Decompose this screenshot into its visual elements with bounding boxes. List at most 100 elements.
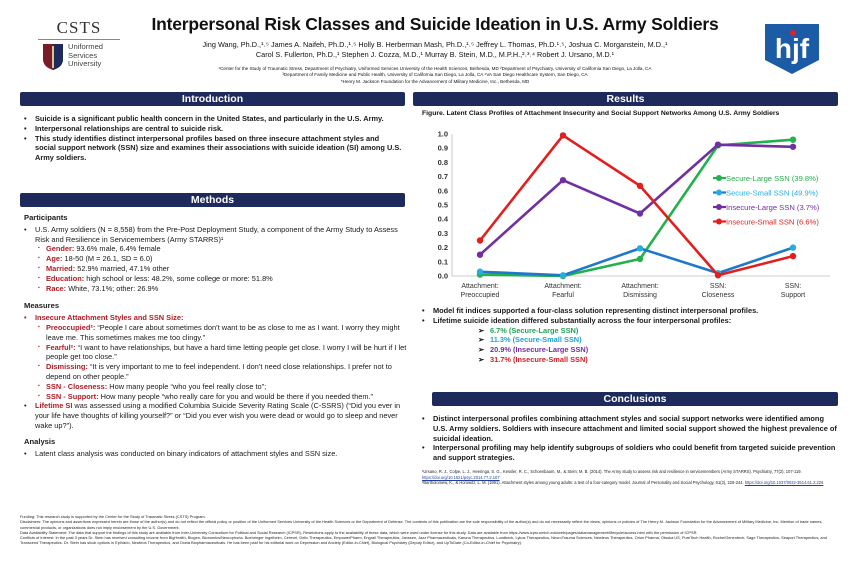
affiliations: ¹Center for the Study of Traumatic Stres…: [150, 66, 720, 85]
x-tick-label: Fearful: [552, 292, 574, 299]
data-point: [636, 245, 644, 252]
usu-line2: Services: [68, 50, 98, 60]
csts-logo-text: CSTS: [38, 18, 120, 40]
conclusion-bullet: Distinct interpersonal profiles combinin…: [420, 414, 840, 443]
series-line: [479, 246, 794, 277]
y-tick-label: 0.5: [438, 201, 448, 210]
data-point: [476, 237, 484, 244]
results-bullet: Model fit indices supported a four-class…: [420, 306, 840, 316]
reference-1-link[interactable]: https://doi.org/10.1521/psyc.2014.77.2.1…: [422, 474, 500, 480]
measure-item: SSN - Support: How many people “who real…: [22, 392, 407, 402]
x-tick-label: Closeness: [702, 292, 735, 299]
affiliation-2: ³Department of Family Medicine and Publi…: [282, 72, 588, 78]
lifetime-si-bullet: Lifetime SI was assessed using a modifie…: [22, 401, 407, 430]
y-tick-label: 0.6: [438, 186, 448, 195]
intro-bullet: This study identifies distinct interpers…: [22, 134, 402, 163]
introduction-list: Suicide is a significant public health c…: [22, 114, 402, 163]
si-rate-item: 31.7% (Insecure-Small SSN): [420, 355, 840, 365]
x-tick-label: Support: [781, 292, 806, 299]
demographic-item: Race: White, 73.1%; other: 26.9%: [22, 284, 407, 294]
legend-marker: [716, 218, 722, 225]
y-tick-label: 1.0: [438, 130, 448, 139]
x-tick-label: Dismissing: [623, 292, 657, 299]
results-list: Model fit indices supported a four-class…: [420, 306, 840, 365]
methods-header: Methods: [20, 193, 405, 207]
methods-body: Participants U.S. Army soldiers (N = 8,5…: [22, 213, 407, 458]
demographic-item: Age: 18-50 (M = 26.1, SD = 6.0): [22, 254, 407, 264]
y-tick-label: 0.7: [438, 172, 448, 181]
legend-label: Insecure-Large SSN (3.7%): [726, 203, 820, 212]
x-tick-label: SSN:: [710, 283, 726, 290]
intro-bullet: Interpersonal relationships are central …: [22, 124, 402, 134]
y-tick-label: 0.9: [438, 144, 448, 153]
x-tick-label: SSN:: [785, 283, 801, 290]
legend-marker: [716, 189, 722, 196]
x-tick-label: Attachment:: [544, 283, 581, 290]
legend-label: Insecure-Small SSN (6.6%): [726, 217, 819, 226]
results-bullet: Lifetime suicide ideation differed subst…: [420, 316, 840, 326]
authors: Jing Wang, Ph.D.,¹˒⁵ James A. Naifeh, Ph…: [150, 40, 720, 60]
legend-marker: [716, 204, 722, 210]
data-point: [789, 143, 797, 150]
usu-line3: University: [68, 59, 102, 68]
participants-heading: Participants: [24, 213, 68, 222]
conclusions-body: Distinct interpersonal profiles combinin…: [420, 414, 840, 486]
funding-note: Funding: This research study is supporte…: [20, 514, 206, 519]
data-point: [636, 182, 644, 190]
data-point: [476, 251, 484, 258]
measures-bullet: Insecure Attachment Styles and SSN Size:: [22, 313, 407, 323]
usu-shield-icon: [43, 44, 63, 70]
csts-usu-logo: CSTS Uniformed Services University: [38, 18, 120, 73]
affiliation-1: ¹Center for the Study of Traumatic Stres…: [218, 66, 652, 71]
reference-1: ¹Ursano, R. J., Colpe, L. J., Heeringa, …: [422, 468, 802, 480]
figure-title: Figure. Latent Class Profiles of Attachm…: [422, 110, 780, 117]
conclusions-header: Conclusions: [432, 392, 838, 406]
measures-heading: Measures: [24, 301, 60, 311]
latent-class-chart: 0.0 0.1 0.2 0.3 0.4 0.5 0.6 0.7 0.8 0.9 1.0 Attachm…: [438, 130, 830, 299]
results-header: Results: [413, 92, 838, 106]
si-rate-item: 11.3% (Secure-Small SSN): [420, 335, 840, 345]
series-line: [479, 143, 794, 256]
data-point: [476, 268, 484, 275]
data-point: [559, 176, 567, 184]
legend-marker: [716, 175, 722, 181]
data-point: [636, 255, 644, 263]
measure-item: Dismissing: “It is very important to me …: [22, 362, 407, 382]
participants-bullet: U.S. Army soldiers (N = 8,558) from the …: [22, 225, 407, 245]
x-tick-label: Attachment:: [621, 283, 658, 290]
measure-item: Fearful²: “I want to have relationships,…: [22, 343, 407, 363]
intro-bullet: Suicide is a significant public health c…: [22, 114, 402, 124]
references: ¹Ursano, R. J., Colpe, L. J., Heeringa, …: [420, 469, 840, 486]
data-point: [559, 132, 567, 139]
y-tick-label: 0.8: [438, 158, 448, 167]
y-tick-label: 0.4: [438, 215, 449, 224]
analysis-heading: Analysis: [24, 436, 56, 446]
demographic-item: Married: 52.9% married, 47.1% other: [22, 264, 407, 274]
footer-notes: Funding: This research study is supporte…: [20, 514, 840, 546]
si-rate-item: 6.7% (Secure-Large SSN): [420, 326, 840, 336]
svg-text:hjf: hjf: [775, 33, 810, 64]
usu-line1: Uniformed: [68, 42, 104, 51]
y-tick-label: 0.1: [438, 257, 448, 266]
y-tick-label: 0.0: [438, 272, 448, 281]
conclusion-bullet: Interpersonal profiling may help identif…: [420, 443, 840, 463]
data-point: [559, 272, 567, 279]
introduction-header: Introduction: [20, 92, 405, 106]
legend-label: Secure-Small SSN (49.9%): [726, 188, 818, 197]
data-point: [789, 252, 797, 260]
data-point: [789, 244, 797, 251]
conflicts-note: Conflicts of Interest: In the past 3 yea…: [20, 535, 827, 546]
analysis-bullet: Latent class analysis was conducted on b…: [22, 449, 407, 459]
reference-2-link[interactable]: https://doi.org/10.1037/0022-3514.61.2.2…: [744, 480, 824, 486]
authors-line-1: Jing Wang, Ph.D.,¹˒⁵ James A. Naifeh, Ph…: [202, 40, 668, 49]
y-tick-label: 0.2: [438, 243, 448, 252]
x-tick-label: Preoccupied: [461, 292, 500, 299]
data-point: [714, 272, 722, 279]
legend-label: Secure-Large SSN (39.8%): [726, 174, 819, 183]
data-point: [636, 210, 644, 217]
demographic-item: Gender: 93.6% male, 6.4% female: [22, 244, 407, 254]
x-tick-label: Attachment:: [461, 283, 498, 290]
measure-item: SSN - Closeness: How many people “who yo…: [22, 382, 407, 392]
disclaimer-note: Disclaimers: The opinions and assertions…: [20, 519, 823, 530]
authors-line-2: Carol S. Fullerton, Ph.D.,¹ Stephen J. C…: [255, 50, 615, 59]
